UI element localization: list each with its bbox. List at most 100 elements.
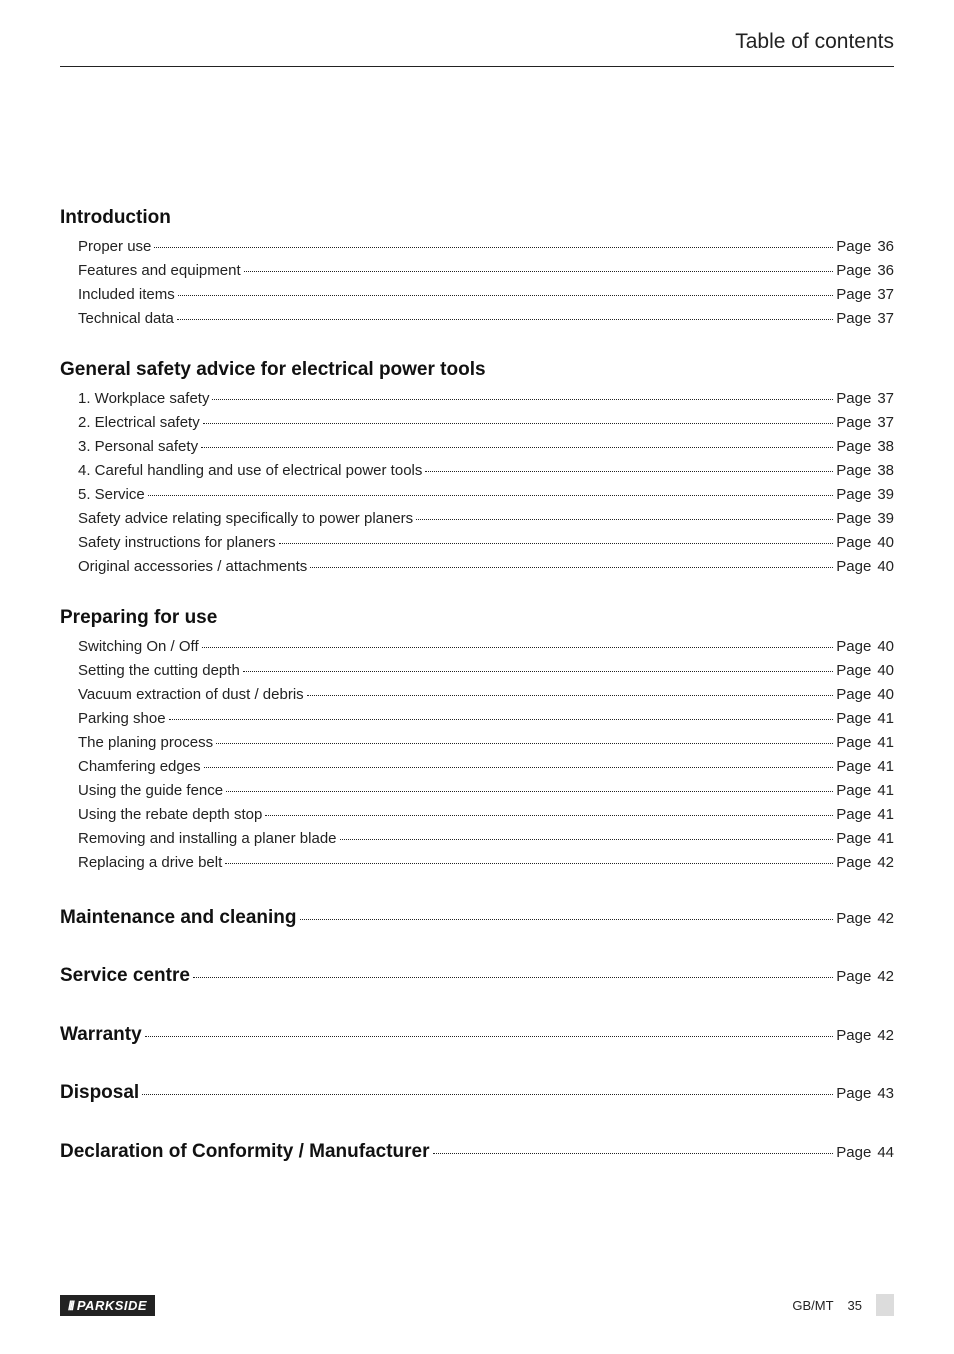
toc-entry-label: Proper use bbox=[78, 235, 151, 259]
toc-heading-label: Warranty bbox=[60, 1020, 142, 1050]
toc-entry: Vacuum extraction of dust / debrisPage40 bbox=[60, 683, 894, 707]
toc-leader-dots bbox=[148, 495, 834, 496]
toc-page-ref: Page38 bbox=[836, 435, 894, 459]
toc-leader-dots bbox=[212, 399, 833, 400]
toc-entry-label: The planing process bbox=[78, 731, 213, 755]
toc-leader-dots bbox=[425, 471, 833, 472]
toc-leader-dots bbox=[204, 767, 834, 768]
toc-page-ref: Page42 bbox=[836, 965, 894, 989]
toc-page-ref: Page38 bbox=[836, 459, 894, 483]
toc-page-ref: Page36 bbox=[836, 235, 894, 259]
toc-entry-label: Technical data bbox=[78, 307, 174, 331]
footer-page-number: 35 bbox=[848, 1298, 862, 1313]
toc-entry-label: Original accessories / attachments bbox=[78, 555, 307, 579]
footer-tab-icon bbox=[876, 1294, 894, 1316]
toc-page-ref: Page41 bbox=[836, 779, 894, 803]
toc-page-ref: Page41 bbox=[836, 731, 894, 755]
toc-page-ref: Page42 bbox=[836, 907, 894, 931]
toc-page-ref: Page41 bbox=[836, 827, 894, 851]
brand-badge: /// PARKSIDE bbox=[60, 1295, 155, 1316]
toc-heading-label: Declaration of Conformity / Manufacturer bbox=[60, 1137, 430, 1167]
toc-entry-label: 2. Electrical safety bbox=[78, 411, 200, 435]
toc-entry: Switching On / Off Page40 bbox=[60, 635, 894, 659]
toc-heading-label: Disposal bbox=[60, 1078, 139, 1108]
toc-entry: Setting the cutting depth Page40 bbox=[60, 659, 894, 683]
toc-leader-dots bbox=[142, 1094, 833, 1095]
page-header-title: Table of contents bbox=[60, 30, 894, 67]
toc-leader-dots bbox=[340, 839, 834, 840]
toc-page-ref: Page41 bbox=[836, 755, 894, 779]
toc-entry-label: 1. Workplace safety bbox=[78, 387, 209, 411]
toc-entry: 4. Careful handling and use of electrica… bbox=[60, 459, 894, 483]
toc-leader-dots bbox=[145, 1036, 834, 1037]
toc-entry: 1. Workplace safetyPage37 bbox=[60, 387, 894, 411]
toc-leader-dots bbox=[244, 271, 834, 272]
toc-entry: Replacing a drive beltPage42 bbox=[60, 851, 894, 875]
toc-leader-dots bbox=[178, 295, 834, 296]
toc-entry-label: Removing and installing a planer blade bbox=[78, 827, 337, 851]
toc-heading-line: Declaration of Conformity / Manufacturer… bbox=[60, 1137, 894, 1167]
toc-page-ref: Page37 bbox=[836, 307, 894, 331]
toc-heading-line: Disposal Page43 bbox=[60, 1078, 894, 1108]
toc-entry: Technical data Page37 bbox=[60, 307, 894, 331]
toc-page-ref: Page43 bbox=[836, 1082, 894, 1106]
toc-entry-label: 5. Service bbox=[78, 483, 145, 507]
toc-page-ref: Page42 bbox=[836, 851, 894, 875]
toc-leader-dots bbox=[177, 319, 833, 320]
toc-section-heading: Preparing for use bbox=[60, 607, 894, 629]
toc-entry: Parking shoePage41 bbox=[60, 707, 894, 731]
toc-page-ref: Page37 bbox=[836, 283, 894, 307]
toc-page-ref: Page40 bbox=[836, 635, 894, 659]
toc-leader-dots bbox=[201, 447, 833, 448]
toc-entry-label: Using the guide fence bbox=[78, 779, 223, 803]
toc-page-ref: Page39 bbox=[836, 507, 894, 531]
document-page: Table of contents Introduction Proper use… bbox=[0, 0, 954, 1354]
footer-region: GB/MT bbox=[792, 1298, 833, 1313]
toc-entry: Chamfering edgesPage41 bbox=[60, 755, 894, 779]
toc-entry: Original accessories / attachments Page40 bbox=[60, 555, 894, 579]
toc-leader-dots bbox=[225, 863, 833, 864]
toc-entry: The planing process Page41 bbox=[60, 731, 894, 755]
toc-heading-label: Service centre bbox=[60, 961, 190, 991]
toc-entry-label: Switching On / Off bbox=[78, 635, 199, 659]
toc-entry-label: Safety advice relating specifically to p… bbox=[78, 507, 413, 531]
toc-leader-dots bbox=[300, 919, 834, 920]
toc-page-ref: Page36 bbox=[836, 259, 894, 283]
toc-leader-dots bbox=[279, 543, 834, 544]
toc-entry: Removing and installing a planer blade Pa… bbox=[60, 827, 894, 851]
toc-entry-label: Included items bbox=[78, 283, 175, 307]
toc-page-ref: Page40 bbox=[836, 531, 894, 555]
toc-leader-dots bbox=[226, 791, 833, 792]
toc-page-ref: Page39 bbox=[836, 483, 894, 507]
toc-section-heading: Introduction bbox=[60, 207, 894, 229]
brand-name: PARKSIDE bbox=[77, 1298, 147, 1313]
toc-page-ref: Page41 bbox=[836, 707, 894, 731]
toc-leader-dots bbox=[202, 647, 834, 648]
toc-entry: Features and equipment Page36 bbox=[60, 259, 894, 283]
toc-entry-label: Vacuum extraction of dust / debris bbox=[78, 683, 304, 707]
toc-heading-line: Service centre Page42 bbox=[60, 961, 894, 991]
brand-stripes: /// bbox=[68, 1298, 73, 1313]
toc-entry-label: 4. Careful handling and use of electrica… bbox=[78, 459, 422, 483]
toc-entry: Included items Page37 bbox=[60, 283, 894, 307]
toc-heading-label: Maintenance and cleaning bbox=[60, 903, 297, 933]
toc-entry: Using the guide fence Page41 bbox=[60, 779, 894, 803]
toc-leader-dots bbox=[307, 695, 834, 696]
toc-heading-line: Warranty Page42 bbox=[60, 1020, 894, 1050]
toc-entry-label: Setting the cutting depth bbox=[78, 659, 240, 683]
toc-entry-label: Using the rebate depth stop bbox=[78, 803, 262, 827]
toc-entry: 5. Service Page39 bbox=[60, 483, 894, 507]
toc-page-ref: Page42 bbox=[836, 1024, 894, 1048]
toc-entry: Safety advice relating specifically to p… bbox=[60, 507, 894, 531]
page-footer: /// PARKSIDE GB/MT 35 bbox=[60, 1294, 894, 1316]
toc-entry-label: Features and equipment bbox=[78, 259, 241, 283]
toc-leader-dots bbox=[193, 977, 833, 978]
toc-leader-dots bbox=[433, 1153, 834, 1154]
toc-leader-dots bbox=[203, 423, 834, 424]
toc-entry: Using the rebate depth stopPage41 bbox=[60, 803, 894, 827]
toc-page-ref: Page40 bbox=[836, 555, 894, 579]
toc-leader-dots bbox=[265, 815, 833, 816]
toc-entry-label: Safety instructions for planers bbox=[78, 531, 276, 555]
toc-page-ref: Page40 bbox=[836, 659, 894, 683]
toc-leader-dots bbox=[310, 567, 833, 568]
